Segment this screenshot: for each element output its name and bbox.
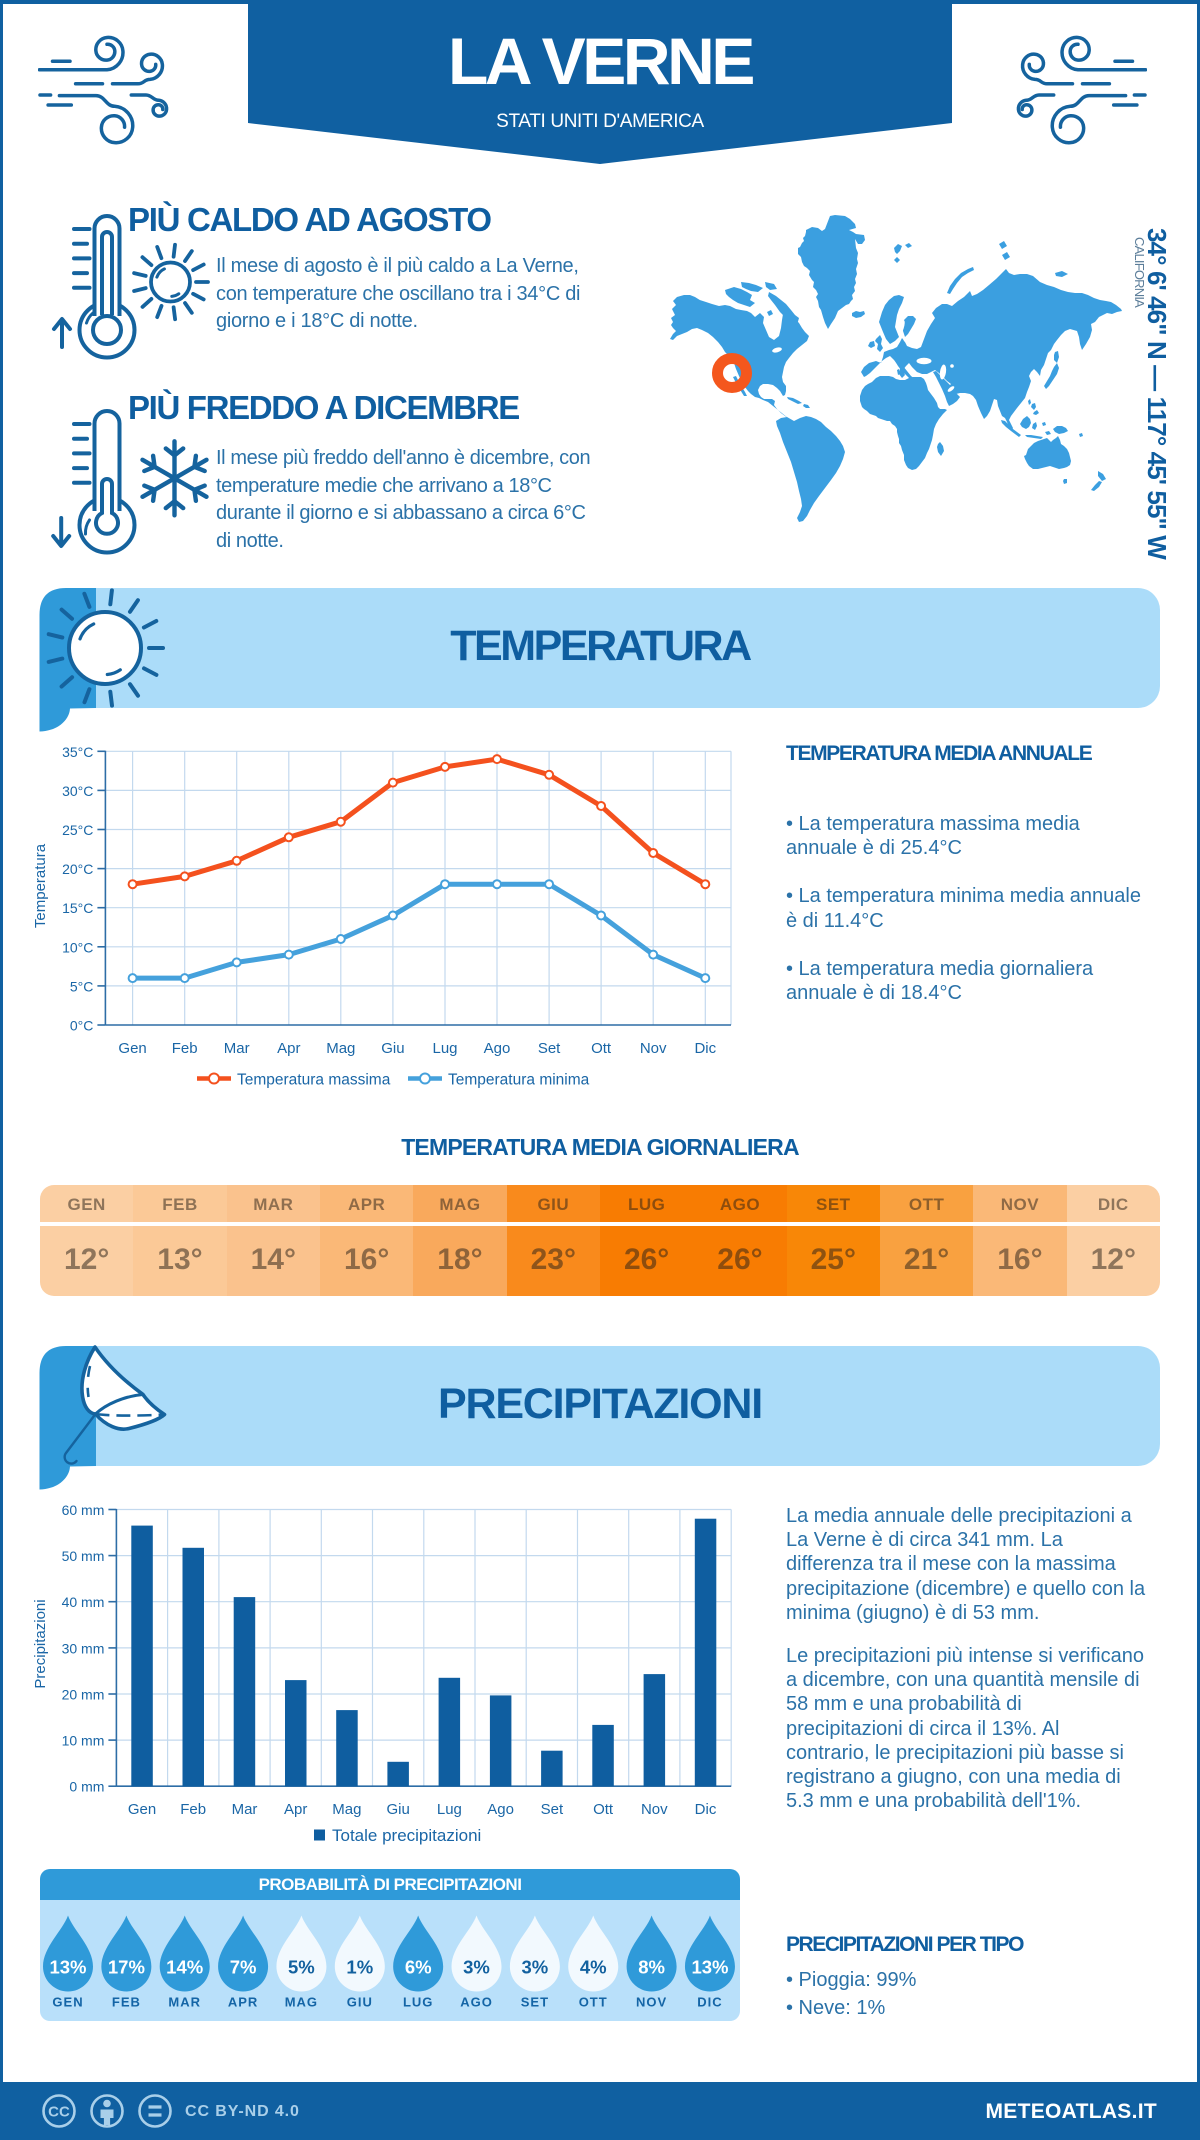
svg-text:Mag: Mag	[332, 1801, 361, 1818]
svg-text:14%: 14%	[166, 1957, 203, 1978]
svg-text:CC: CC	[48, 2104, 70, 2121]
svg-text:Dic: Dic	[694, 1040, 716, 1057]
svg-text:3%: 3%	[522, 1957, 549, 1978]
svg-text:17%: 17%	[108, 1957, 145, 1978]
svg-text:20°C: 20°C	[62, 861, 93, 877]
svg-text:20 mm: 20 mm	[62, 1687, 105, 1703]
svg-text:Nov: Nov	[640, 1040, 667, 1057]
svg-text:5%: 5%	[288, 1957, 315, 1978]
svg-text:NOV: NOV	[636, 1995, 667, 2010]
svg-text:40 mm: 40 mm	[62, 1594, 105, 1610]
svg-text:4%: 4%	[580, 1957, 607, 1978]
svg-text:Temperatura minima: Temperatura minima	[448, 1072, 590, 1089]
svg-text:DIC: DIC	[697, 1995, 722, 2010]
svg-text:Mar: Mar	[232, 1801, 258, 1818]
svg-text:Mag: Mag	[326, 1040, 355, 1057]
svg-text:0°C: 0°C	[70, 1018, 94, 1034]
svg-text:3%: 3%	[463, 1957, 490, 1978]
svg-text:Gen: Gen	[128, 1801, 156, 1818]
svg-text:SET: SET	[521, 1995, 549, 2010]
svg-text:Set: Set	[538, 1040, 561, 1057]
svg-text:Nov: Nov	[641, 1801, 668, 1818]
svg-text:Gen: Gen	[118, 1040, 146, 1057]
svg-text:Temperatura massima: Temperatura massima	[237, 1072, 391, 1089]
svg-text:Temperatura: Temperatura	[32, 843, 49, 928]
svg-text:OTT: OTT	[579, 1995, 608, 2010]
svg-text:FEB: FEB	[112, 1995, 141, 2010]
svg-text:Giu: Giu	[381, 1040, 404, 1057]
svg-text:35°C: 35°C	[62, 744, 93, 760]
svg-text:Lug: Lug	[432, 1040, 457, 1057]
svg-text:MAG: MAG	[285, 1995, 318, 2010]
svg-text:GIU: GIU	[347, 1995, 373, 2010]
svg-text:Ott: Ott	[591, 1040, 612, 1057]
svg-text:30°C: 30°C	[62, 783, 93, 799]
svg-text:0 mm: 0 mm	[69, 1779, 104, 1795]
svg-text:LUG: LUG	[403, 1995, 433, 2010]
svg-text:10 mm: 10 mm	[62, 1733, 105, 1749]
svg-text:Mar: Mar	[224, 1040, 250, 1057]
svg-text:Set: Set	[541, 1801, 564, 1818]
svg-text:10°C: 10°C	[62, 939, 93, 955]
svg-text:Totale precipitazioni: Totale precipitazioni	[332, 1826, 481, 1845]
svg-text:GEN: GEN	[52, 1995, 83, 2010]
svg-text:30 mm: 30 mm	[62, 1640, 105, 1656]
svg-text:25°C: 25°C	[62, 822, 93, 838]
svg-text:Lug: Lug	[437, 1801, 462, 1818]
svg-text:Apr: Apr	[284, 1801, 307, 1818]
svg-text:7%: 7%	[230, 1957, 257, 1978]
svg-text:Ago: Ago	[484, 1040, 511, 1057]
svg-text:Precipitazioni: Precipitazioni	[32, 1599, 49, 1688]
svg-text:13%: 13%	[49, 1957, 86, 1978]
svg-text:Ago: Ago	[487, 1801, 514, 1818]
svg-text:6%: 6%	[405, 1957, 432, 1978]
svg-text:MAR: MAR	[168, 1995, 201, 2010]
svg-text:50 mm: 50 mm	[62, 1548, 105, 1564]
svg-text:13%: 13%	[691, 1957, 728, 1978]
svg-text:1%: 1%	[346, 1957, 373, 1978]
svg-text:5°C: 5°C	[70, 978, 94, 994]
svg-text:Feb: Feb	[180, 1801, 206, 1818]
svg-text:Dic: Dic	[695, 1801, 717, 1818]
svg-text:60 mm: 60 mm	[62, 1502, 105, 1518]
svg-text:AGO: AGO	[460, 1995, 493, 2010]
svg-text:8%: 8%	[638, 1957, 665, 1978]
svg-text:Feb: Feb	[172, 1040, 198, 1057]
svg-text:APR: APR	[228, 1995, 258, 2010]
svg-text:Ott: Ott	[593, 1801, 614, 1818]
svg-text:15°C: 15°C	[62, 900, 93, 916]
svg-text:Apr: Apr	[277, 1040, 300, 1057]
svg-text:Giu: Giu	[387, 1801, 410, 1818]
